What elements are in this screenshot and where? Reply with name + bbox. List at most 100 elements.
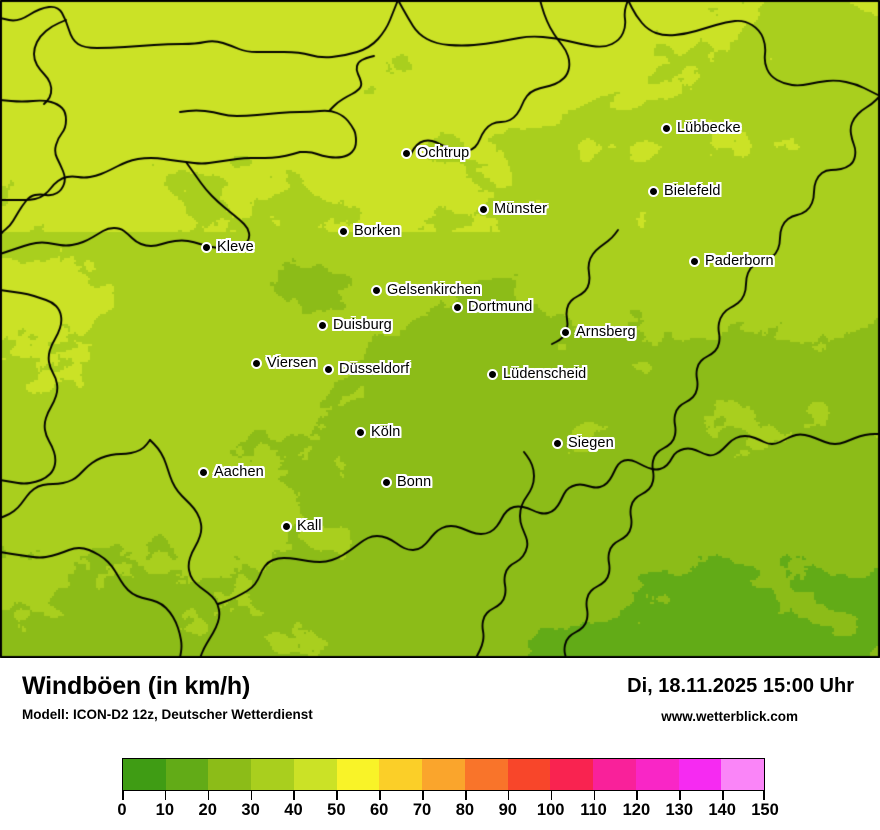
city-label: Bielefeld [664, 183, 721, 199]
city-label: Düsseldorf [339, 361, 410, 377]
colorbar-tick [164, 791, 167, 800]
city-dot-icon [323, 363, 334, 375]
colorbar-tick [464, 791, 467, 800]
colorbar-tick-label: 150 [751, 801, 779, 819]
city-dot-icon [381, 476, 392, 488]
city-label: Aachen [214, 464, 264, 480]
city-marker-ochtrup[interactable]: Ochtrup [401, 145, 469, 161]
colorbar-tick-label: 80 [455, 801, 475, 819]
colorbar-segment-3 [251, 759, 294, 790]
city-marker-paderborn[interactable]: Paderborn [689, 253, 774, 269]
city-marker-dortmund[interactable]: Dortmund [452, 299, 532, 315]
weather-map[interactable]: Lübbecke Ochtrup Bielefeld Münster Borken Kle… [0, 0, 880, 658]
city-marker-kln[interactable]: Köln [355, 424, 400, 440]
city-dot-icon [452, 301, 463, 313]
colorbar-tick [763, 791, 765, 800]
colorbar-tick [722, 791, 724, 800]
colorbar-tick-label: 100 [536, 801, 565, 819]
colorbar-tick-label: 30 [241, 801, 260, 819]
colorbar-tick-label: 50 [327, 801, 346, 819]
colorbar-tick-label: 120 [622, 801, 651, 819]
colorbar-tick [250, 791, 253, 800]
city-dot-icon [487, 368, 498, 380]
city-label: Kleve [217, 239, 254, 255]
colorbar-segment-14 [721, 759, 765, 790]
colorbar-tick-label: 40 [284, 801, 303, 819]
colorbar-tick [122, 791, 124, 800]
city-marker-aachen[interactable]: Aachen [198, 464, 264, 480]
city-marker-bonn[interactable]: Bonn [381, 474, 431, 490]
city-label: Münster [494, 201, 548, 217]
city-marker-siegen[interactable]: Siegen [552, 435, 614, 451]
colorbar-gradient [122, 758, 765, 791]
city-marker-kall[interactable]: Kall [281, 518, 322, 534]
colorbar-tick [336, 791, 338, 800]
city-marker-mnster[interactable]: Münster [478, 201, 547, 217]
colorbar-segment-7 [422, 759, 465, 790]
city-dot-icon [281, 520, 292, 532]
colorbar-segment-4 [293, 759, 337, 790]
colorbar-tick [422, 791, 424, 800]
colorbar-tick [636, 791, 638, 800]
city-dot-icon [661, 122, 672, 134]
city-label: Gelsenkirchen [387, 282, 481, 298]
website-label: www.wetterblick.com [661, 709, 798, 724]
city-dot-icon [401, 147, 412, 159]
colorbar-ticks [122, 791, 765, 800]
colorbar-tick-label: 90 [498, 801, 517, 819]
colorbar-tick-label: 60 [370, 801, 389, 819]
colorbar-segment-13 [678, 759, 722, 790]
colorbar-tick [679, 791, 681, 800]
city-dot-icon [201, 241, 212, 253]
city-label: Lüdenscheid [503, 366, 587, 382]
colorbar-segment-9 [507, 759, 551, 790]
city-marker-dsseldorf[interactable]: Düsseldorf [323, 361, 409, 377]
colorbar-tick-label: 10 [155, 801, 175, 819]
colorbar-segment-8 [464, 759, 508, 790]
city-label: Siegen [568, 435, 614, 451]
city-marker-lbbecke[interactable]: Lübbecke [661, 120, 741, 136]
city-label: Bonn [397, 474, 432, 490]
city-marker-arnsberg[interactable]: Arnsberg [560, 324, 636, 340]
colorbar-segment-6 [379, 759, 423, 790]
city-label: Paderborn [705, 253, 774, 269]
city-dot-icon [338, 225, 349, 237]
map-footer: Windböen (in km/h) Modell: ICON-D2 12z, … [0, 658, 880, 830]
city-label: Viersen [267, 355, 317, 371]
city-dot-icon [689, 255, 700, 267]
city-marker-viersen[interactable]: Viersen [251, 355, 317, 371]
colorbar-segment-0 [123, 759, 166, 790]
city-dot-icon [552, 437, 563, 449]
colorbar-tick-label: 140 [708, 801, 736, 819]
city-marker-ldenscheid[interactable]: Lüdenscheid [487, 366, 586, 382]
colorbar-legend: 0 10 20 30 40 50 60 70 80 90 100 110 120 130 140 150 [117, 758, 779, 824]
colorbar-segment-1 [165, 759, 209, 790]
city-marker-gelsenkirchen[interactable]: Gelsenkirchen [371, 282, 481, 298]
city-dot-icon [198, 466, 209, 478]
city-dot-icon [355, 426, 366, 438]
city-label: Köln [371, 424, 401, 440]
city-marker-bielefeld[interactable]: Bielefeld [648, 183, 721, 199]
colorbar-tick-label: 0 [117, 801, 127, 819]
colorbar-segment-10 [550, 759, 594, 790]
city-marker-kleve[interactable]: Kleve [201, 239, 254, 255]
colorbar-tick-label: 110 [580, 801, 607, 819]
city-marker-borken[interactable]: Borken [338, 223, 401, 239]
city-label: Borken [354, 223, 401, 239]
city-label: Kall [297, 518, 322, 534]
city-dot-icon [648, 185, 659, 197]
colorbar-tick [293, 791, 296, 800]
city-dot-icon [317, 319, 328, 331]
colorbar-tick-label: 70 [412, 801, 432, 819]
city-label: Arnsberg [576, 324, 636, 340]
colorbar-tick-labels: 0 10 20 30 40 50 60 70 80 90 100 110 120 130 140 150 [117, 800, 778, 824]
valid-time-label: Di, 18.11.2025 15:00 Uhr [627, 675, 854, 697]
city-marker-duisburg[interactable]: Duisburg [317, 317, 392, 333]
city-dot-icon [560, 326, 571, 338]
city-label: Dortmund [468, 299, 533, 315]
colorbar-segment-2 [208, 759, 252, 790]
city-dot-icon [478, 203, 489, 215]
colorbar-tick [379, 791, 381, 800]
colorbar-tick-label: 130 [665, 801, 694, 819]
